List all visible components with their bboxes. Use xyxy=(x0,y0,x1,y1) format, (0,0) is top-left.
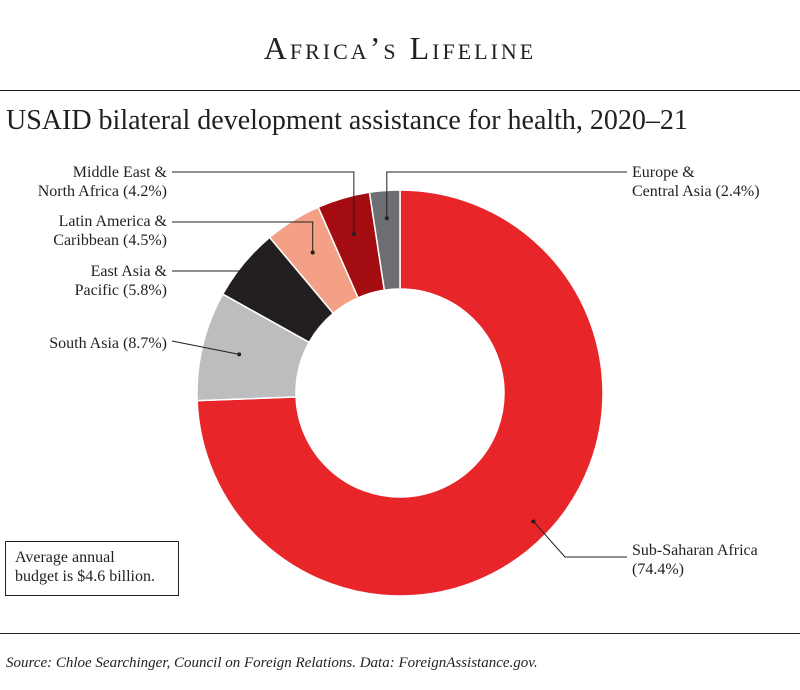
slice-label-middle-east-and-north-africa: Middle East & North Africa (4.2%) xyxy=(38,164,168,200)
leader-line-south-asia xyxy=(171,340,240,355)
slice-label-line: Sub-Saharan Africa xyxy=(632,542,758,559)
bottom-rule xyxy=(0,633,800,634)
leader-line-sub-saharan-africa xyxy=(533,521,627,558)
top-rule xyxy=(0,90,800,91)
source-note: Source: Chloe Searchinger, Council on Fo… xyxy=(6,655,538,671)
leader-dot-middle-east-and-north-africa xyxy=(351,232,356,237)
slice-label-line: Latin America & xyxy=(59,213,168,230)
slice-europe-and-central-asia xyxy=(368,189,401,292)
kicker-title: Africa’s Lifeline xyxy=(263,30,537,66)
budget-note-line-1: Average annual xyxy=(15,549,115,566)
slice-label-sub-saharan-africa: Sub-Saharan Africa (74.4%) xyxy=(632,542,758,578)
leader-dot-south-asia xyxy=(237,352,242,357)
slice-label-line: Central Asia (2.4%) xyxy=(632,183,760,200)
slice-label-east-asia-and-pacific: East Asia & Pacific (5.8%) xyxy=(75,263,168,299)
budget-note-box: Average annual budget is $4.6 billion. xyxy=(5,541,179,596)
chart-title: USAID bilateral development assistance f… xyxy=(6,105,688,136)
slice-label-europe-and-central-asia: Europe & Central Asia (2.4%) xyxy=(632,164,760,200)
slice-label-line: Middle East & xyxy=(73,164,168,181)
slice-label-line: East Asia & xyxy=(91,263,168,280)
slice-label-line: South Asia (8.7%) xyxy=(49,335,167,352)
slice-label-line: North Africa (4.2%) xyxy=(38,183,167,200)
slice-label-line: Pacific (5.8%) xyxy=(75,282,167,299)
leader-dot-europe-and-central-asia xyxy=(384,216,389,221)
slice-sub-saharan-africa xyxy=(196,189,604,597)
slice-label-south-asia: South Asia (8.7%) xyxy=(49,335,167,352)
leader-line-middle-east-and-north-africa xyxy=(172,171,355,235)
leader-dot-sub-saharan-africa xyxy=(531,519,536,524)
budget-note-line-2: budget is $4.6 billion. xyxy=(15,568,155,585)
leader-dot-east-asia-and-pacific xyxy=(270,285,275,290)
slice-label-line: Caribbean (4.5%) xyxy=(53,232,167,249)
leader-line-latin-america-and-caribbean xyxy=(172,221,314,253)
leader-line-europe-and-central-asia xyxy=(386,171,627,219)
slice-label-line: Europe & xyxy=(632,164,695,181)
leader-line-east-asia-and-pacific xyxy=(172,270,274,288)
slice-label-latin-america-and-caribbean: Latin America & Caribbean (4.5%) xyxy=(53,213,167,249)
leader-dot-latin-america-and-caribbean xyxy=(310,250,315,255)
slice-label-line: (74.4%) xyxy=(632,561,684,578)
